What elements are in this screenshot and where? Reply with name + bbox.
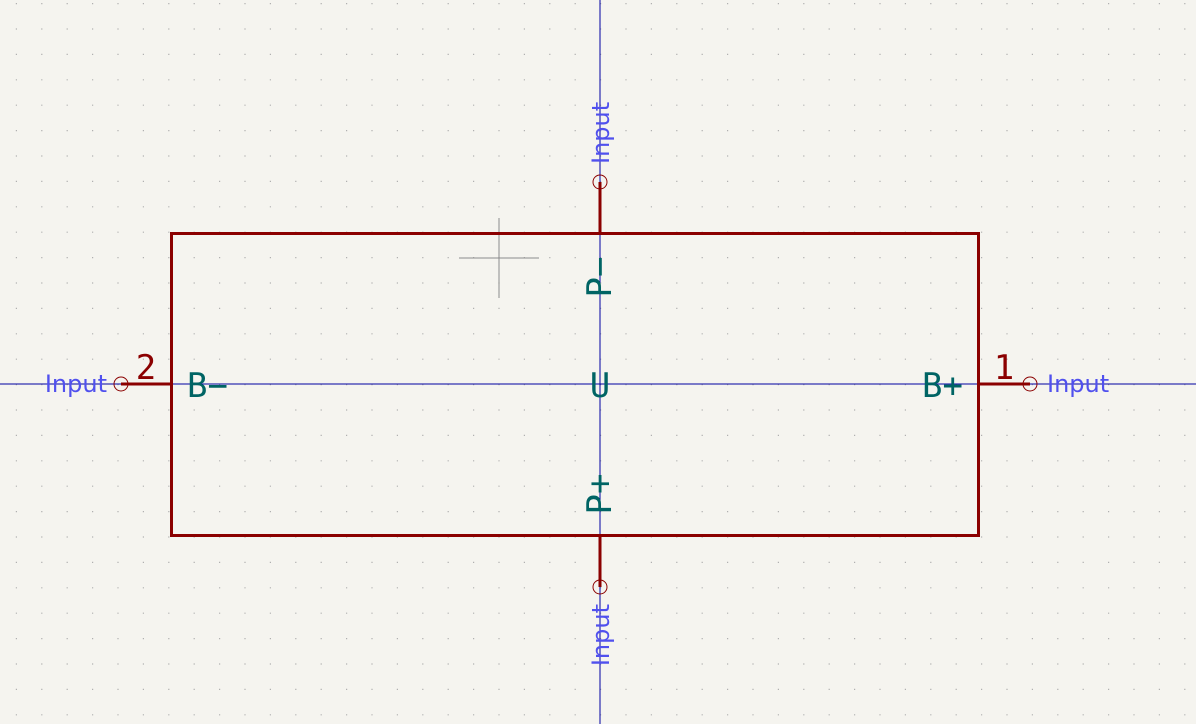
pin-name-bottom: P+ [580, 474, 620, 515]
electrical-type-left: Input [45, 370, 107, 398]
pin-end-right-icon[interactable] [1022, 376, 1038, 392]
pin-number-left: 2 [136, 348, 156, 388]
grid-dot-pattern [15, 3, 1186, 716]
crosshair-cursor-icon [459, 218, 539, 298]
reference-designator[interactable]: U [590, 366, 610, 406]
pin-end-bottom-icon[interactable] [592, 579, 608, 595]
electrical-type-right: Input [1047, 370, 1109, 398]
pin-name-right: B+ [922, 366, 963, 406]
pin-name-left: B− [187, 366, 228, 406]
symbol-body-rectangle[interactable] [170, 232, 980, 537]
pin-end-top-icon[interactable] [592, 174, 608, 190]
pin-name-top: P− [580, 257, 620, 298]
grid-dots [15, 3, 1186, 716]
electrical-type-top: Input [587, 102, 615, 164]
pin-number-right: 1 [994, 348, 1014, 388]
electrical-type-bottom: Input [587, 604, 615, 666]
pin-end-left-icon[interactable] [113, 376, 129, 392]
